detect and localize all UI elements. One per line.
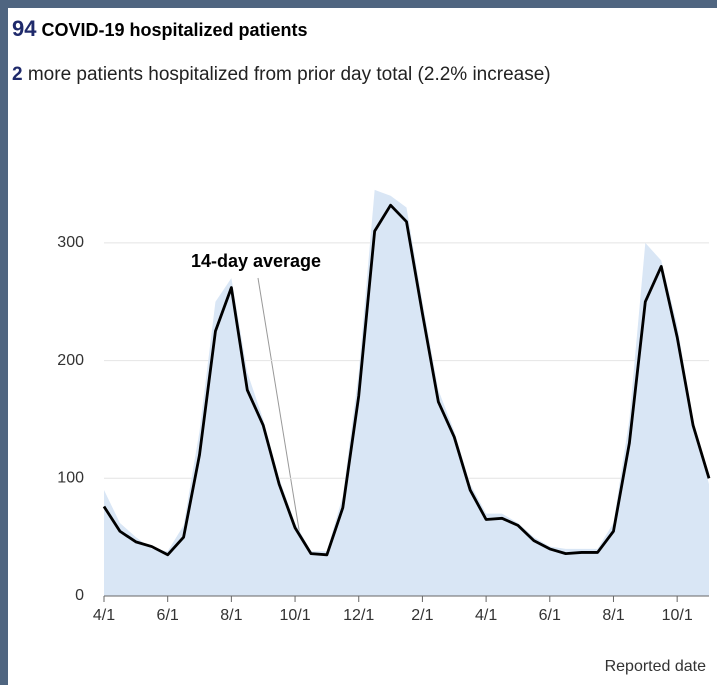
subhead: 2 more patients hospitalized from prior …: [12, 64, 551, 86]
x-tick-label: 4/1: [93, 607, 115, 624]
x-tick-label: 12/1: [343, 607, 374, 624]
x-tick-label: 6/1: [539, 607, 561, 624]
change: 2: [12, 64, 23, 85]
x-tick-label: 10/1: [662, 607, 693, 624]
x-axis-label: Reported date: [605, 658, 707, 675]
change-text: more patients hospitalized from prior da…: [27, 64, 551, 85]
count: 94: [12, 16, 37, 41]
y-tick-label: 300: [57, 234, 84, 251]
title: COVID-19 hospitalized patients: [41, 20, 308, 40]
x-tick-label: 8/1: [220, 607, 242, 624]
annotation-leader: [257, 277, 303, 549]
daily-area: [104, 189, 709, 596]
y-tick-label: 0: [75, 587, 84, 604]
average-line: [102, 203, 711, 557]
x-tick-label: 2/1: [411, 607, 433, 624]
x-tick-label: 4/1: [475, 607, 497, 624]
y-tick-label: 200: [57, 352, 84, 369]
y-tick-label: 100: [57, 470, 84, 487]
x-tick-label: 10/1: [279, 607, 310, 624]
x-tick-label: 6/1: [157, 607, 179, 624]
headline: 94 COVID-19 hospitalized patients: [12, 16, 308, 42]
annotation: 14-day average: [191, 251, 321, 271]
x-tick-label: 8/1: [602, 607, 624, 624]
